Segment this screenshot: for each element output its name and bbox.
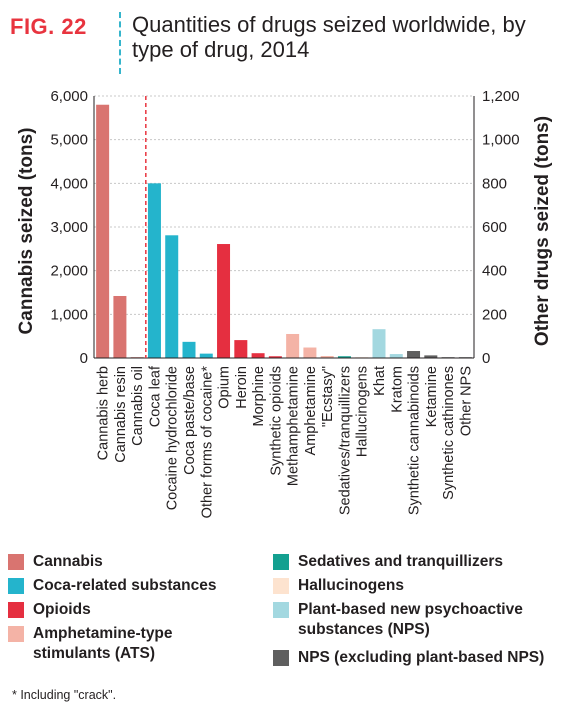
- figure-label: FIG. 22: [10, 14, 87, 39]
- bar: [424, 355, 438, 358]
- x-tick-label: Cannabis oil: [130, 366, 146, 446]
- legend-label: Cannabis: [33, 553, 103, 570]
- x-tick-label: Heroin: [234, 366, 250, 409]
- x-tick-label: Cannabis resin: [113, 366, 129, 463]
- x-tick-label: Other forms of cocaine*: [199, 366, 215, 519]
- bar: [286, 333, 300, 358]
- legend-label: Opioids: [33, 601, 91, 618]
- x-tick-label: Synthetic opioids: [268, 366, 284, 476]
- y-tick-left: 1,000: [50, 306, 88, 323]
- bar: [147, 183, 161, 358]
- legend: Cannabis Coca-related substances Opioids Am…: [8, 552, 573, 682]
- chart-title: Quantities of drugs seized worldwide, by…: [132, 12, 526, 62]
- x-tick-label: Hallucinogens: [355, 366, 371, 457]
- y-tick-right: 800: [482, 175, 507, 192]
- bar: [337, 356, 351, 358]
- footnote: * Including "crack".: [12, 688, 117, 702]
- legend-swatch: [8, 554, 24, 570]
- legend-label: Coca-related substances: [33, 577, 217, 594]
- x-tick-label: Kratom: [389, 366, 405, 413]
- x-tick-label: Coca leaf: [147, 365, 163, 427]
- bar: [182, 341, 196, 358]
- y-tick-left: 3,000: [50, 219, 88, 236]
- header-divider: [119, 12, 121, 74]
- legend-item: Cannabis: [8, 552, 258, 572]
- y-tick-left: 0: [80, 350, 88, 367]
- bar: [217, 244, 231, 358]
- y-tick-right: 200: [482, 306, 507, 323]
- bar: [320, 356, 334, 358]
- y-tick-right: 1,000: [482, 132, 520, 149]
- y-tick-left: 6,000: [50, 88, 88, 105]
- x-tick-label: Cannabis herb: [96, 366, 112, 460]
- y-tick-left: 4,000: [50, 175, 88, 192]
- legend-label: Hallucinogens: [298, 577, 404, 594]
- legend-swatch: [273, 602, 289, 618]
- legend-label: NPS (excluding plant-based NPS): [298, 649, 545, 666]
- y-tick-left: 5,000: [50, 132, 88, 149]
- x-tick-label: Cocaine hydrochloride: [165, 366, 181, 510]
- bar: [407, 351, 421, 358]
- bar: [251, 353, 265, 358]
- legend-item: NPS (excluding plant-based NPS): [273, 648, 573, 668]
- legend-item: Sedatives and tranquillizers: [273, 552, 573, 572]
- x-tick-label: Synthetic cathinones: [441, 366, 457, 500]
- bar: [165, 235, 179, 358]
- legend-item: Amphetamine-type stimulants (ATS): [8, 624, 213, 664]
- bar: [268, 356, 282, 358]
- y-tick-right: 600: [482, 219, 507, 236]
- x-tick-label: Coca paste/base: [182, 366, 198, 475]
- y-axis-title-left: Cannabis seized (tons): [16, 128, 37, 335]
- legend-item: Plant-based new psychoactive substances …: [273, 600, 553, 640]
- legend-swatch: [8, 578, 24, 594]
- x-tick-label: Khat: [372, 366, 388, 396]
- bar: [389, 354, 403, 358]
- legend-swatch: [273, 554, 289, 570]
- x-tick-label: Opium: [217, 366, 233, 409]
- bar-chart: 0 1,000 2,000 3,000 4,000 5,000 6,000 0 200 400 60…: [16, 88, 553, 519]
- y-tick-right: 400: [482, 263, 507, 280]
- legend-item: Opioids: [8, 600, 258, 620]
- legend-swatch: [273, 578, 289, 594]
- bar: [372, 329, 386, 358]
- y-tick-right: 1,200: [482, 88, 520, 105]
- x-tick-label: "Ecstasy": [320, 366, 336, 427]
- x-tick-label: Amphetamine: [303, 366, 319, 455]
- x-tick-label: Ketamine: [424, 366, 440, 427]
- legend-swatch: [8, 626, 24, 642]
- y-tick-left: 2,000: [50, 263, 88, 280]
- legend-swatch: [273, 650, 289, 666]
- x-tick-label: Morphine: [251, 366, 267, 426]
- legend-label: Amphetamine-type stimulants (ATS): [33, 625, 173, 662]
- bar: [113, 295, 127, 358]
- y-axis-title-right: Other drugs seized (tons): [532, 116, 553, 346]
- legend-item: Coca-related substances: [8, 576, 258, 596]
- x-tick-label: Methamphetamine: [286, 366, 302, 486]
- legend-swatch: [8, 602, 24, 618]
- x-tick-label: Other NPS: [458, 366, 474, 436]
- x-tick-label: Sedatives/tranquillizers: [337, 366, 353, 515]
- y-tick-right: 0: [482, 350, 490, 367]
- bar: [303, 347, 317, 358]
- legend-item: Hallucinogens: [273, 576, 573, 596]
- legend-label: Plant-based new psychoactive substances …: [298, 601, 523, 638]
- legend-label: Sedatives and tranquillizers: [298, 553, 504, 570]
- bar: [234, 340, 248, 358]
- bar: [199, 353, 213, 358]
- bar: [96, 104, 110, 358]
- x-tick-label: Synthetic cannabinoids: [407, 366, 423, 515]
- figure-header: FIG. 22 Quantities of drugs seized world…: [10, 8, 570, 74]
